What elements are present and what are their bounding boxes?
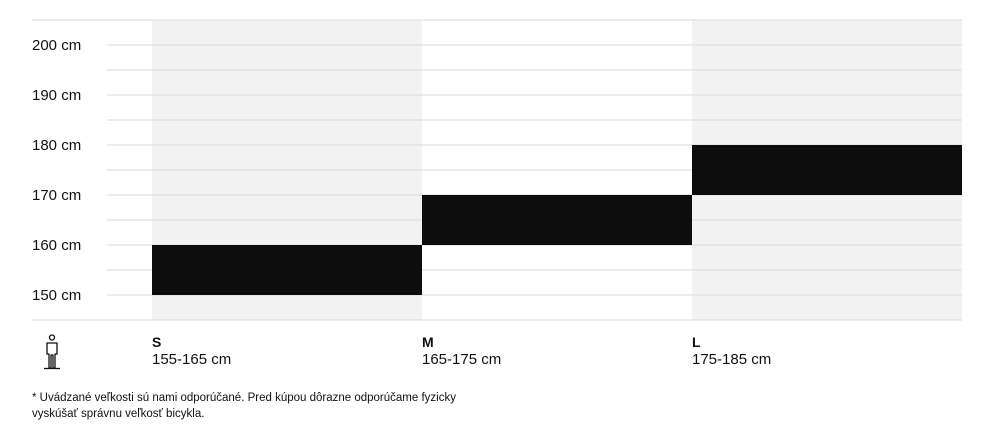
- ytick-label-200: 200 cm: [32, 37, 81, 54]
- ytick-label-180: 180 cm: [32, 137, 81, 154]
- size-label-s: S 155-165 cm: [152, 333, 231, 369]
- bar-s: [152, 245, 422, 295]
- ytick-label-150: 150 cm: [32, 287, 81, 304]
- size-range: 155-165 cm: [152, 351, 232, 368]
- size-label-m: M 165-175 cm: [422, 333, 501, 369]
- size-label-l: L 175-185 cm: [692, 333, 771, 369]
- chart-canvas: 150 cm 160 cm 170 cm 180 cm 190 cm 200 cm: [32, 19, 962, 321]
- ytick-label-170: 170 cm: [32, 187, 81, 204]
- size-range: 165-175 cm: [422, 351, 502, 368]
- bar-m: [422, 195, 692, 245]
- size-letter: S: [152, 334, 162, 350]
- bar-l: [692, 145, 962, 195]
- footnote: * Uvádzané veľkosti sú nami odporúčané. …: [32, 392, 456, 420]
- person-icon: [44, 334, 60, 370]
- size-range: 175-185 cm: [692, 351, 772, 368]
- ytick-label-160: 160 cm: [32, 237, 81, 254]
- ytick-label-190: 190 cm: [32, 87, 81, 104]
- size-letter: M: [422, 334, 434, 350]
- size-letter: L: [692, 334, 701, 350]
- size-chart: 150 cm 160 cm 170 cm 180 cm 190 cm 200 cm S 15…: [32, 19, 962, 369]
